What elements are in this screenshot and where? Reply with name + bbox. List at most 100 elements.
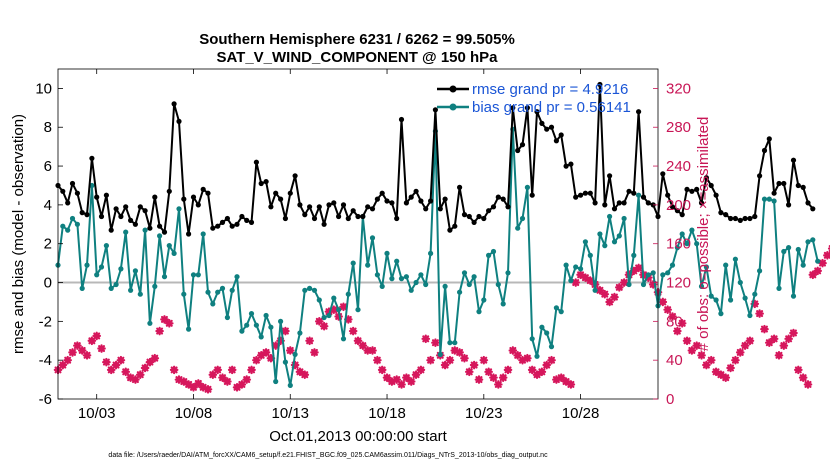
rmse-point xyxy=(244,217,250,223)
bias-point xyxy=(157,233,163,239)
bias-point xyxy=(340,336,347,342)
bias-point xyxy=(171,250,177,256)
rmse-point xyxy=(195,202,201,208)
obs-point xyxy=(735,348,745,357)
rmse-point xyxy=(166,188,172,194)
rmse-point xyxy=(379,190,385,196)
bias-point xyxy=(626,281,632,288)
bias-point xyxy=(573,264,579,270)
bias-point xyxy=(481,297,487,303)
bias-point xyxy=(674,245,681,251)
obs-point xyxy=(377,365,387,375)
obs-point xyxy=(474,375,484,384)
obs-point xyxy=(203,384,213,394)
right-tick-label: 0 xyxy=(666,391,674,408)
bias-point xyxy=(244,322,250,328)
rmse-point xyxy=(108,227,114,233)
rmse-point xyxy=(428,198,434,204)
bias-point xyxy=(490,248,497,255)
obs-point xyxy=(421,334,431,344)
bias-point xyxy=(273,378,279,385)
obs-point xyxy=(252,355,261,365)
right-tick-label: 80 xyxy=(666,313,683,330)
obs-point xyxy=(281,326,290,336)
rmse-point xyxy=(224,215,230,222)
bias-point xyxy=(694,241,700,247)
obs-point xyxy=(111,360,121,370)
obs-point xyxy=(697,351,706,360)
bias-point xyxy=(234,274,240,280)
obs-point xyxy=(227,365,237,375)
rmse-point xyxy=(636,109,642,115)
rmse-point xyxy=(510,105,516,111)
plot-area xyxy=(58,69,658,399)
rmse-point xyxy=(582,190,589,196)
bias-point xyxy=(408,287,414,293)
rmse-point xyxy=(529,192,535,198)
obs-point xyxy=(155,326,164,336)
bias-point xyxy=(282,359,288,365)
obs-point xyxy=(348,326,358,336)
rmse-point xyxy=(128,217,134,223)
bias-point xyxy=(505,270,511,276)
rmse-point xyxy=(84,212,90,218)
bias-point xyxy=(790,293,797,299)
rmse-point xyxy=(200,186,206,192)
obs-point xyxy=(97,344,106,353)
bias-point xyxy=(437,351,443,357)
bias-point xyxy=(398,276,405,282)
rmse-point xyxy=(287,190,293,196)
bias-point xyxy=(461,270,468,276)
rmse-point xyxy=(326,202,332,208)
obs-point xyxy=(503,365,513,375)
bias-point xyxy=(645,272,651,278)
bias-point xyxy=(563,262,569,268)
bias-point xyxy=(621,215,627,222)
x-axis-ticks: 10/03 10/08 10/13 10/18 10/23 10/28 xyxy=(78,69,599,422)
rmse-point xyxy=(360,213,366,220)
rmse-point xyxy=(273,190,279,196)
obs-point xyxy=(150,353,160,363)
rmse-point xyxy=(563,163,569,169)
bias-point xyxy=(113,281,119,288)
bias-point xyxy=(229,287,235,293)
obs-point xyxy=(489,373,498,382)
bias-point xyxy=(176,206,182,212)
obs-point xyxy=(339,302,348,312)
bias-point xyxy=(602,243,608,249)
bias-point xyxy=(771,198,777,204)
obs-point xyxy=(537,367,547,377)
bias-point xyxy=(786,245,792,251)
bias-point xyxy=(108,285,114,291)
rmse-point xyxy=(447,227,453,233)
rmse-point xyxy=(786,202,792,208)
rmse-point xyxy=(292,173,298,179)
bias-point xyxy=(413,279,419,286)
rmse-point xyxy=(757,173,763,179)
bias-point xyxy=(186,326,192,332)
right-tick-label: 120 xyxy=(666,275,691,292)
bias-point xyxy=(205,289,211,295)
rmse-point xyxy=(302,212,308,218)
obs-point xyxy=(87,336,97,346)
rmse-point xyxy=(631,190,637,196)
rmse-point xyxy=(389,200,395,206)
bias-point xyxy=(486,252,492,258)
bias-point xyxy=(297,330,303,336)
bias-point xyxy=(447,340,453,346)
rmse-point xyxy=(626,188,632,194)
obs-point xyxy=(726,363,735,373)
bias-point xyxy=(578,266,584,272)
obs-point xyxy=(547,355,556,365)
left-axis-label: rmse and bias (model - observation) xyxy=(10,114,27,354)
right-axis-ticks: 0 40 80 120 160 200 240 280 320 xyxy=(653,80,691,408)
bias-point xyxy=(650,270,656,276)
rmse-point xyxy=(137,204,143,210)
bias-point xyxy=(500,301,506,307)
obs-point xyxy=(494,380,503,389)
rmse-point xyxy=(679,212,685,218)
rmse-point xyxy=(258,180,264,187)
rmse-point xyxy=(350,208,356,214)
rmse-point xyxy=(607,173,613,179)
rmse-point xyxy=(466,213,472,220)
